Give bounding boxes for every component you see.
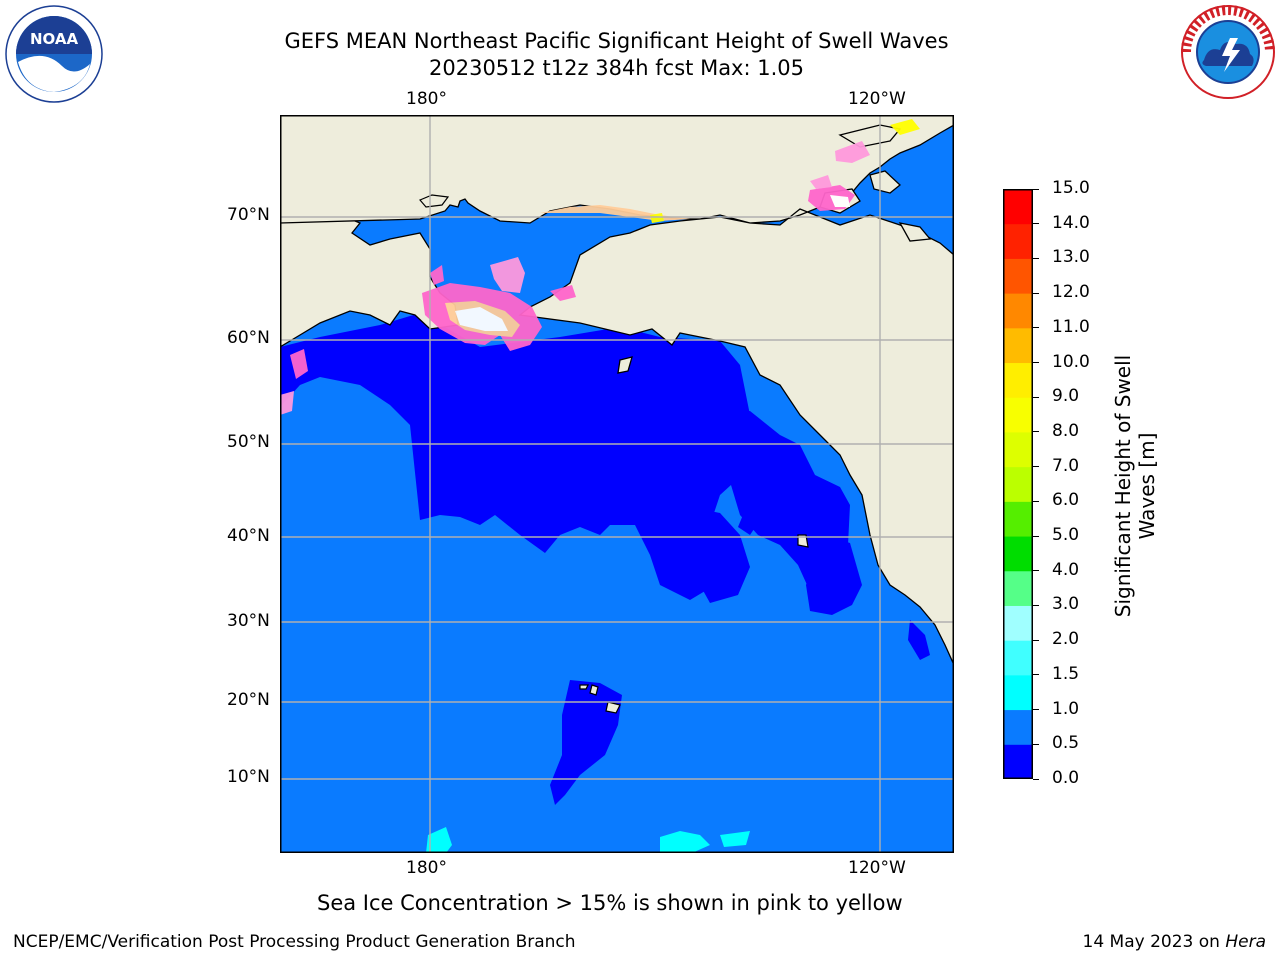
- footer-date-text: 14 May 2023 on: [1082, 932, 1226, 952]
- colorbar-tick-label: 10.0: [1052, 351, 1090, 372]
- lon-label-bottom-180: 180°: [406, 858, 447, 878]
- lat-label-10n: 10°N: [227, 767, 270, 787]
- colorbar-tick: [1033, 431, 1039, 433]
- colorbar-tick-label: 0.5: [1052, 733, 1080, 754]
- footer-date: 14 May 2023 on Hera: [1083, 932, 1267, 952]
- nws-logo: [1178, 2, 1278, 102]
- chart-subtitle: 20230512 t12z 384h fcst Max: 1.05: [429, 56, 804, 80]
- colorbar-segment: [1003, 258, 1033, 294]
- colorbar-segment: [1003, 466, 1033, 502]
- land: [280, 115, 954, 666]
- colorbar: [1003, 189, 1033, 779]
- colorbar-tick-label: 11.0: [1052, 316, 1090, 337]
- colorbar-segment: [1003, 536, 1033, 572]
- footer-credit: NCEP/EMC/Verification Post Processing Pr…: [13, 932, 576, 952]
- footer-host: Hera: [1225, 932, 1266, 952]
- colorbar-tick-label: 1.5: [1052, 663, 1080, 684]
- colorbar-tick: [1033, 674, 1039, 676]
- colorbar-segment: [1003, 223, 1033, 259]
- colorbar-tick-label: 12.0: [1052, 282, 1090, 303]
- lat-label-40n: 40°N: [227, 526, 270, 546]
- sea-ice-caption: Sea Ice Concentration > 15% is shown in …: [317, 891, 903, 915]
- colorbar-tick: [1033, 604, 1039, 606]
- colorbar-tick: [1033, 743, 1039, 745]
- colorbar-segment: [1003, 744, 1033, 779]
- colorbar-tick-label: 0.0: [1052, 768, 1080, 788]
- colorbar-tick-label: 6.0: [1052, 490, 1080, 511]
- colorbar-label-line1: Significant Height of Swell: [1111, 354, 1135, 618]
- colorbar-tick: [1033, 188, 1039, 190]
- lon-label-top-120w: 120°W: [848, 89, 906, 109]
- colorbar-tick-label: 9.0: [1052, 386, 1080, 407]
- colorbar-tick-label: 7.0: [1052, 455, 1080, 476]
- colorbar-tick: [1033, 570, 1039, 572]
- colorbar-segment: [1003, 362, 1033, 398]
- lat-label-50n: 50°N: [227, 432, 270, 452]
- colorbar-tick: [1033, 535, 1039, 537]
- colorbar-tick-label: 3.0: [1052, 594, 1080, 615]
- colorbar-segment: [1003, 189, 1033, 225]
- colorbar-tick: [1033, 223, 1039, 225]
- noaa-logo: NOAA: [4, 4, 104, 104]
- colorbar-segment: [1003, 640, 1033, 676]
- colorbar-tick: [1033, 500, 1039, 502]
- chart-title: GEFS MEAN Northeast Pacific Significant …: [284, 29, 949, 53]
- colorbar-segment: [1003, 674, 1033, 711]
- colorbar-segment: [1003, 605, 1033, 641]
- colorbar-tick-label: 5.0: [1052, 525, 1080, 546]
- colorbar-segment: [1003, 397, 1033, 433]
- colorbar-label-line2: Waves [m]: [1135, 432, 1159, 540]
- lat-label-60n: 60°N: [227, 328, 270, 348]
- colorbar-tick: [1033, 709, 1039, 711]
- low-swell-regions: [280, 313, 930, 805]
- lat-label-70n: 70°N: [227, 205, 270, 225]
- colorbar-tick: [1033, 257, 1039, 259]
- map-panel: [280, 115, 954, 853]
- colorbar-tick: [1033, 396, 1039, 398]
- colorbar-tick-label: 2.0: [1052, 629, 1080, 650]
- moderate-swell-patches: [426, 827, 750, 853]
- colorbar-segment: [1003, 501, 1033, 537]
- lat-label-30n: 30°N: [227, 611, 270, 631]
- colorbar-tick: [1033, 466, 1039, 468]
- colorbar-tick: [1033, 292, 1039, 294]
- sea-ice: [280, 119, 920, 415]
- colorbar-tick-label: 15.0: [1052, 178, 1090, 198]
- colorbar-tick-label: 13.0: [1052, 247, 1090, 268]
- colorbar-label: Significant Height of Swell Waves [m]: [1111, 336, 1159, 636]
- graticule: [280, 115, 954, 853]
- lon-label-bottom-120w: 120°W: [848, 858, 906, 878]
- colorbar-segment: [1003, 293, 1033, 329]
- colorbar-segment: [1003, 709, 1033, 745]
- lat-label-20n: 20°N: [227, 690, 270, 710]
- colorbar-tick: [1033, 639, 1039, 641]
- colorbar-segment: [1003, 570, 1033, 606]
- colorbar-tick: [1033, 362, 1039, 364]
- colorbar-tick: [1033, 327, 1039, 329]
- colorbar-tick: [1033, 778, 1039, 780]
- colorbar-tick-label: 1.0: [1052, 698, 1080, 719]
- colorbar-tick-label: 8.0: [1052, 420, 1080, 441]
- svg-text:NOAA: NOAA: [30, 30, 79, 48]
- colorbar-segment: [1003, 431, 1033, 468]
- colorbar-segment: [1003, 327, 1033, 364]
- colorbar-tick-label: 14.0: [1052, 212, 1090, 233]
- lon-label-top-180: 180°: [406, 89, 447, 109]
- islands: [419, 194, 809, 714]
- colorbar-tick-label: 4.0: [1052, 559, 1080, 580]
